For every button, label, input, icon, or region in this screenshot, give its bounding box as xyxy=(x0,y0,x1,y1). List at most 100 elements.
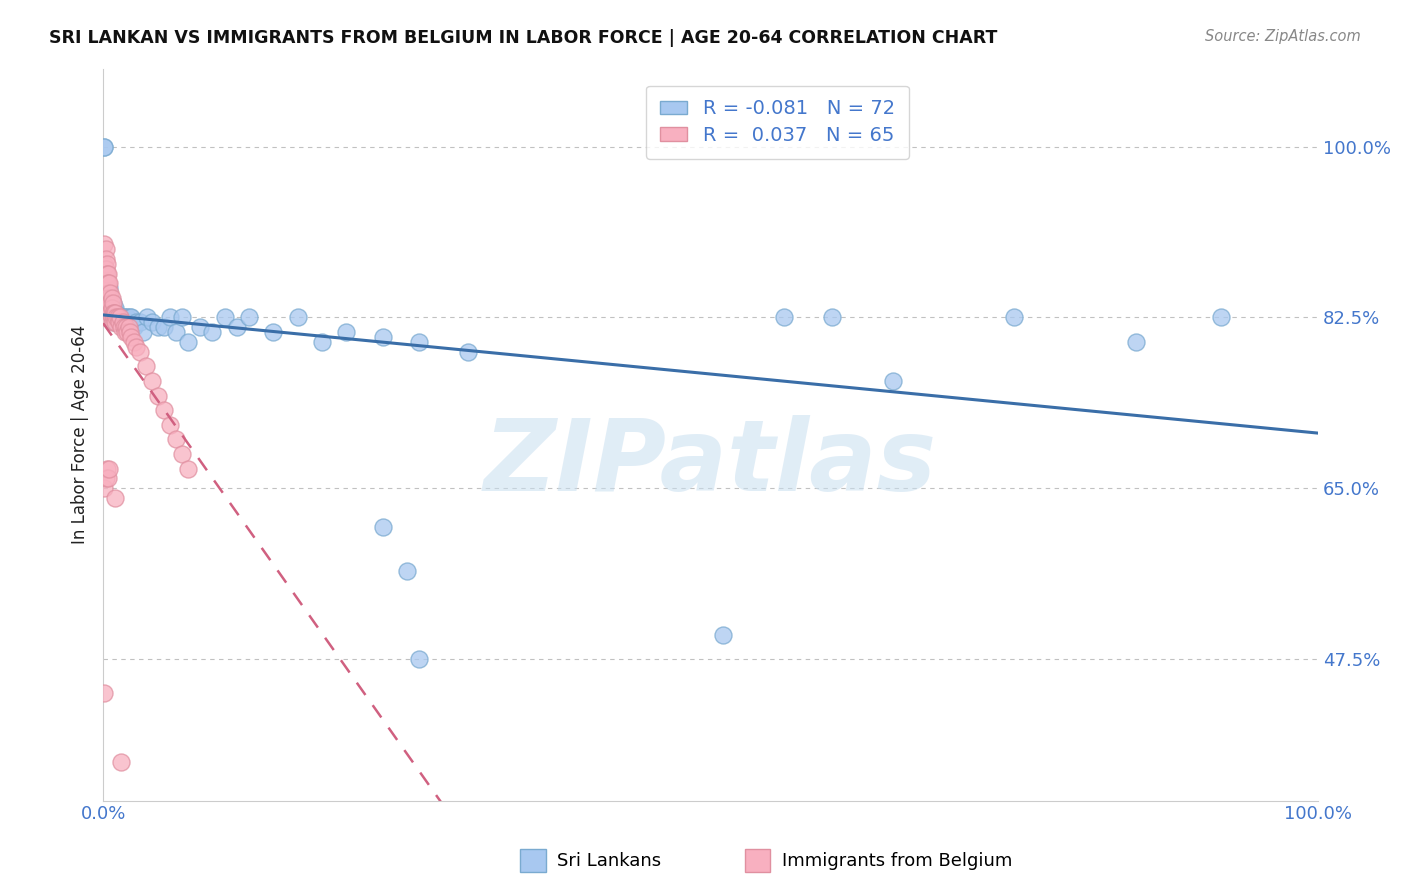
Point xyxy=(98,291,121,305)
Point xyxy=(311,334,333,349)
Point xyxy=(711,628,734,642)
Point xyxy=(94,242,117,256)
Point xyxy=(105,310,128,325)
Text: ZIPatlas: ZIPatlas xyxy=(484,416,938,512)
Point xyxy=(103,315,125,329)
Point xyxy=(96,267,118,281)
Point xyxy=(457,344,479,359)
Point xyxy=(146,320,169,334)
Point xyxy=(110,755,132,769)
Point xyxy=(188,320,211,334)
Point xyxy=(111,315,134,329)
Point xyxy=(159,310,181,325)
Point xyxy=(772,310,794,325)
Point xyxy=(104,301,127,315)
Point xyxy=(110,310,132,325)
Point xyxy=(105,315,128,329)
Point xyxy=(96,277,118,291)
Point xyxy=(94,277,117,291)
Point xyxy=(128,344,150,359)
Point xyxy=(114,315,136,329)
Point xyxy=(172,447,194,461)
Point xyxy=(103,305,125,319)
Point xyxy=(98,301,121,315)
Point xyxy=(96,461,118,475)
Point xyxy=(117,315,139,329)
Point xyxy=(96,281,118,295)
Point xyxy=(141,374,163,388)
Point xyxy=(96,257,118,271)
Point xyxy=(101,315,124,329)
Point xyxy=(94,277,117,291)
Point xyxy=(101,305,124,319)
Point xyxy=(120,330,142,344)
Point xyxy=(105,305,128,319)
Point xyxy=(93,139,115,153)
Point xyxy=(107,310,129,325)
Point xyxy=(101,295,124,310)
FancyBboxPatch shape xyxy=(745,849,770,872)
Point xyxy=(96,291,118,305)
Point xyxy=(100,291,122,305)
Point xyxy=(94,261,117,276)
Point xyxy=(165,433,187,447)
Point xyxy=(214,310,236,325)
Point xyxy=(104,305,127,319)
Point xyxy=(821,310,844,325)
Point xyxy=(112,310,135,325)
Point xyxy=(101,301,124,315)
Point xyxy=(172,310,194,325)
Point xyxy=(103,305,125,319)
Point xyxy=(238,310,260,325)
Point xyxy=(118,310,141,325)
Point xyxy=(1002,310,1025,325)
Point xyxy=(177,461,200,475)
Point xyxy=(262,325,284,339)
Point xyxy=(108,310,131,325)
Point xyxy=(408,652,430,666)
Point xyxy=(97,295,120,310)
Point xyxy=(93,481,115,495)
Point xyxy=(100,291,122,305)
Point xyxy=(98,301,121,315)
Point xyxy=(141,315,163,329)
Point xyxy=(110,320,132,334)
Point xyxy=(117,310,139,325)
Point xyxy=(93,257,115,271)
Point xyxy=(96,277,118,291)
Point xyxy=(98,461,121,475)
Point xyxy=(128,315,150,329)
Point xyxy=(159,417,181,432)
Point xyxy=(371,330,394,344)
Point xyxy=(93,686,115,700)
Point xyxy=(97,471,120,485)
Point xyxy=(115,310,138,325)
Point xyxy=(108,310,131,325)
Point xyxy=(112,320,135,334)
Point xyxy=(117,325,139,339)
FancyBboxPatch shape xyxy=(520,849,546,872)
Point xyxy=(104,491,127,505)
Point xyxy=(101,310,124,325)
Point xyxy=(287,310,309,325)
Point xyxy=(104,315,127,329)
Point xyxy=(94,267,117,281)
Point xyxy=(201,325,224,339)
Point xyxy=(100,286,122,301)
Point xyxy=(100,301,122,315)
Point xyxy=(371,520,394,534)
Point xyxy=(100,310,122,325)
Point xyxy=(101,295,124,310)
Text: Immigrants from Belgium: Immigrants from Belgium xyxy=(782,852,1012,870)
Point xyxy=(153,320,176,334)
Point xyxy=(882,374,904,388)
Point xyxy=(100,305,122,319)
Point xyxy=(165,325,187,339)
Point xyxy=(114,325,136,339)
Legend: R = -0.081   N = 72, R =  0.037   N = 65: R = -0.081 N = 72, R = 0.037 N = 65 xyxy=(647,86,908,159)
Point xyxy=(93,267,115,281)
Point xyxy=(97,281,120,295)
Point xyxy=(108,310,131,325)
Point xyxy=(93,310,115,325)
Point xyxy=(335,325,357,339)
